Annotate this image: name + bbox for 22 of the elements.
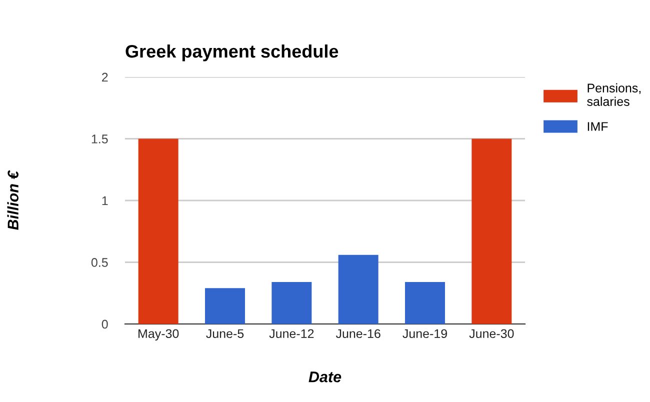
bar (405, 282, 445, 324)
bar (272, 282, 312, 324)
legend-label: Pensions, salaries (587, 83, 641, 106)
y-tick-label: 1 (102, 196, 108, 206)
x-tick-label: June-19 (402, 329, 447, 338)
y-tick-label: 0 (102, 320, 108, 329)
bar (138, 138, 178, 324)
x-axis-title: Date (308, 372, 342, 382)
x-tick-label: June-5 (206, 329, 244, 338)
chart-title: Greek payment schedule (126, 44, 338, 62)
legend-label: IMF (588, 122, 608, 131)
x-tick-label: June-30 (469, 329, 514, 338)
bar (338, 254, 378, 324)
x-tick-label: June-12 (269, 329, 314, 338)
bar (205, 288, 245, 324)
x-tick-label: May-30 (138, 329, 179, 341)
y-tick-label: 0.5 (91, 258, 108, 267)
y-tick-label: 2 (102, 72, 108, 82)
y-axis-title: Billion € (7, 170, 18, 230)
y-tick-label: 1.5 (92, 134, 108, 144)
x-tick-label: June-16 (336, 329, 380, 338)
bar (472, 138, 512, 324)
